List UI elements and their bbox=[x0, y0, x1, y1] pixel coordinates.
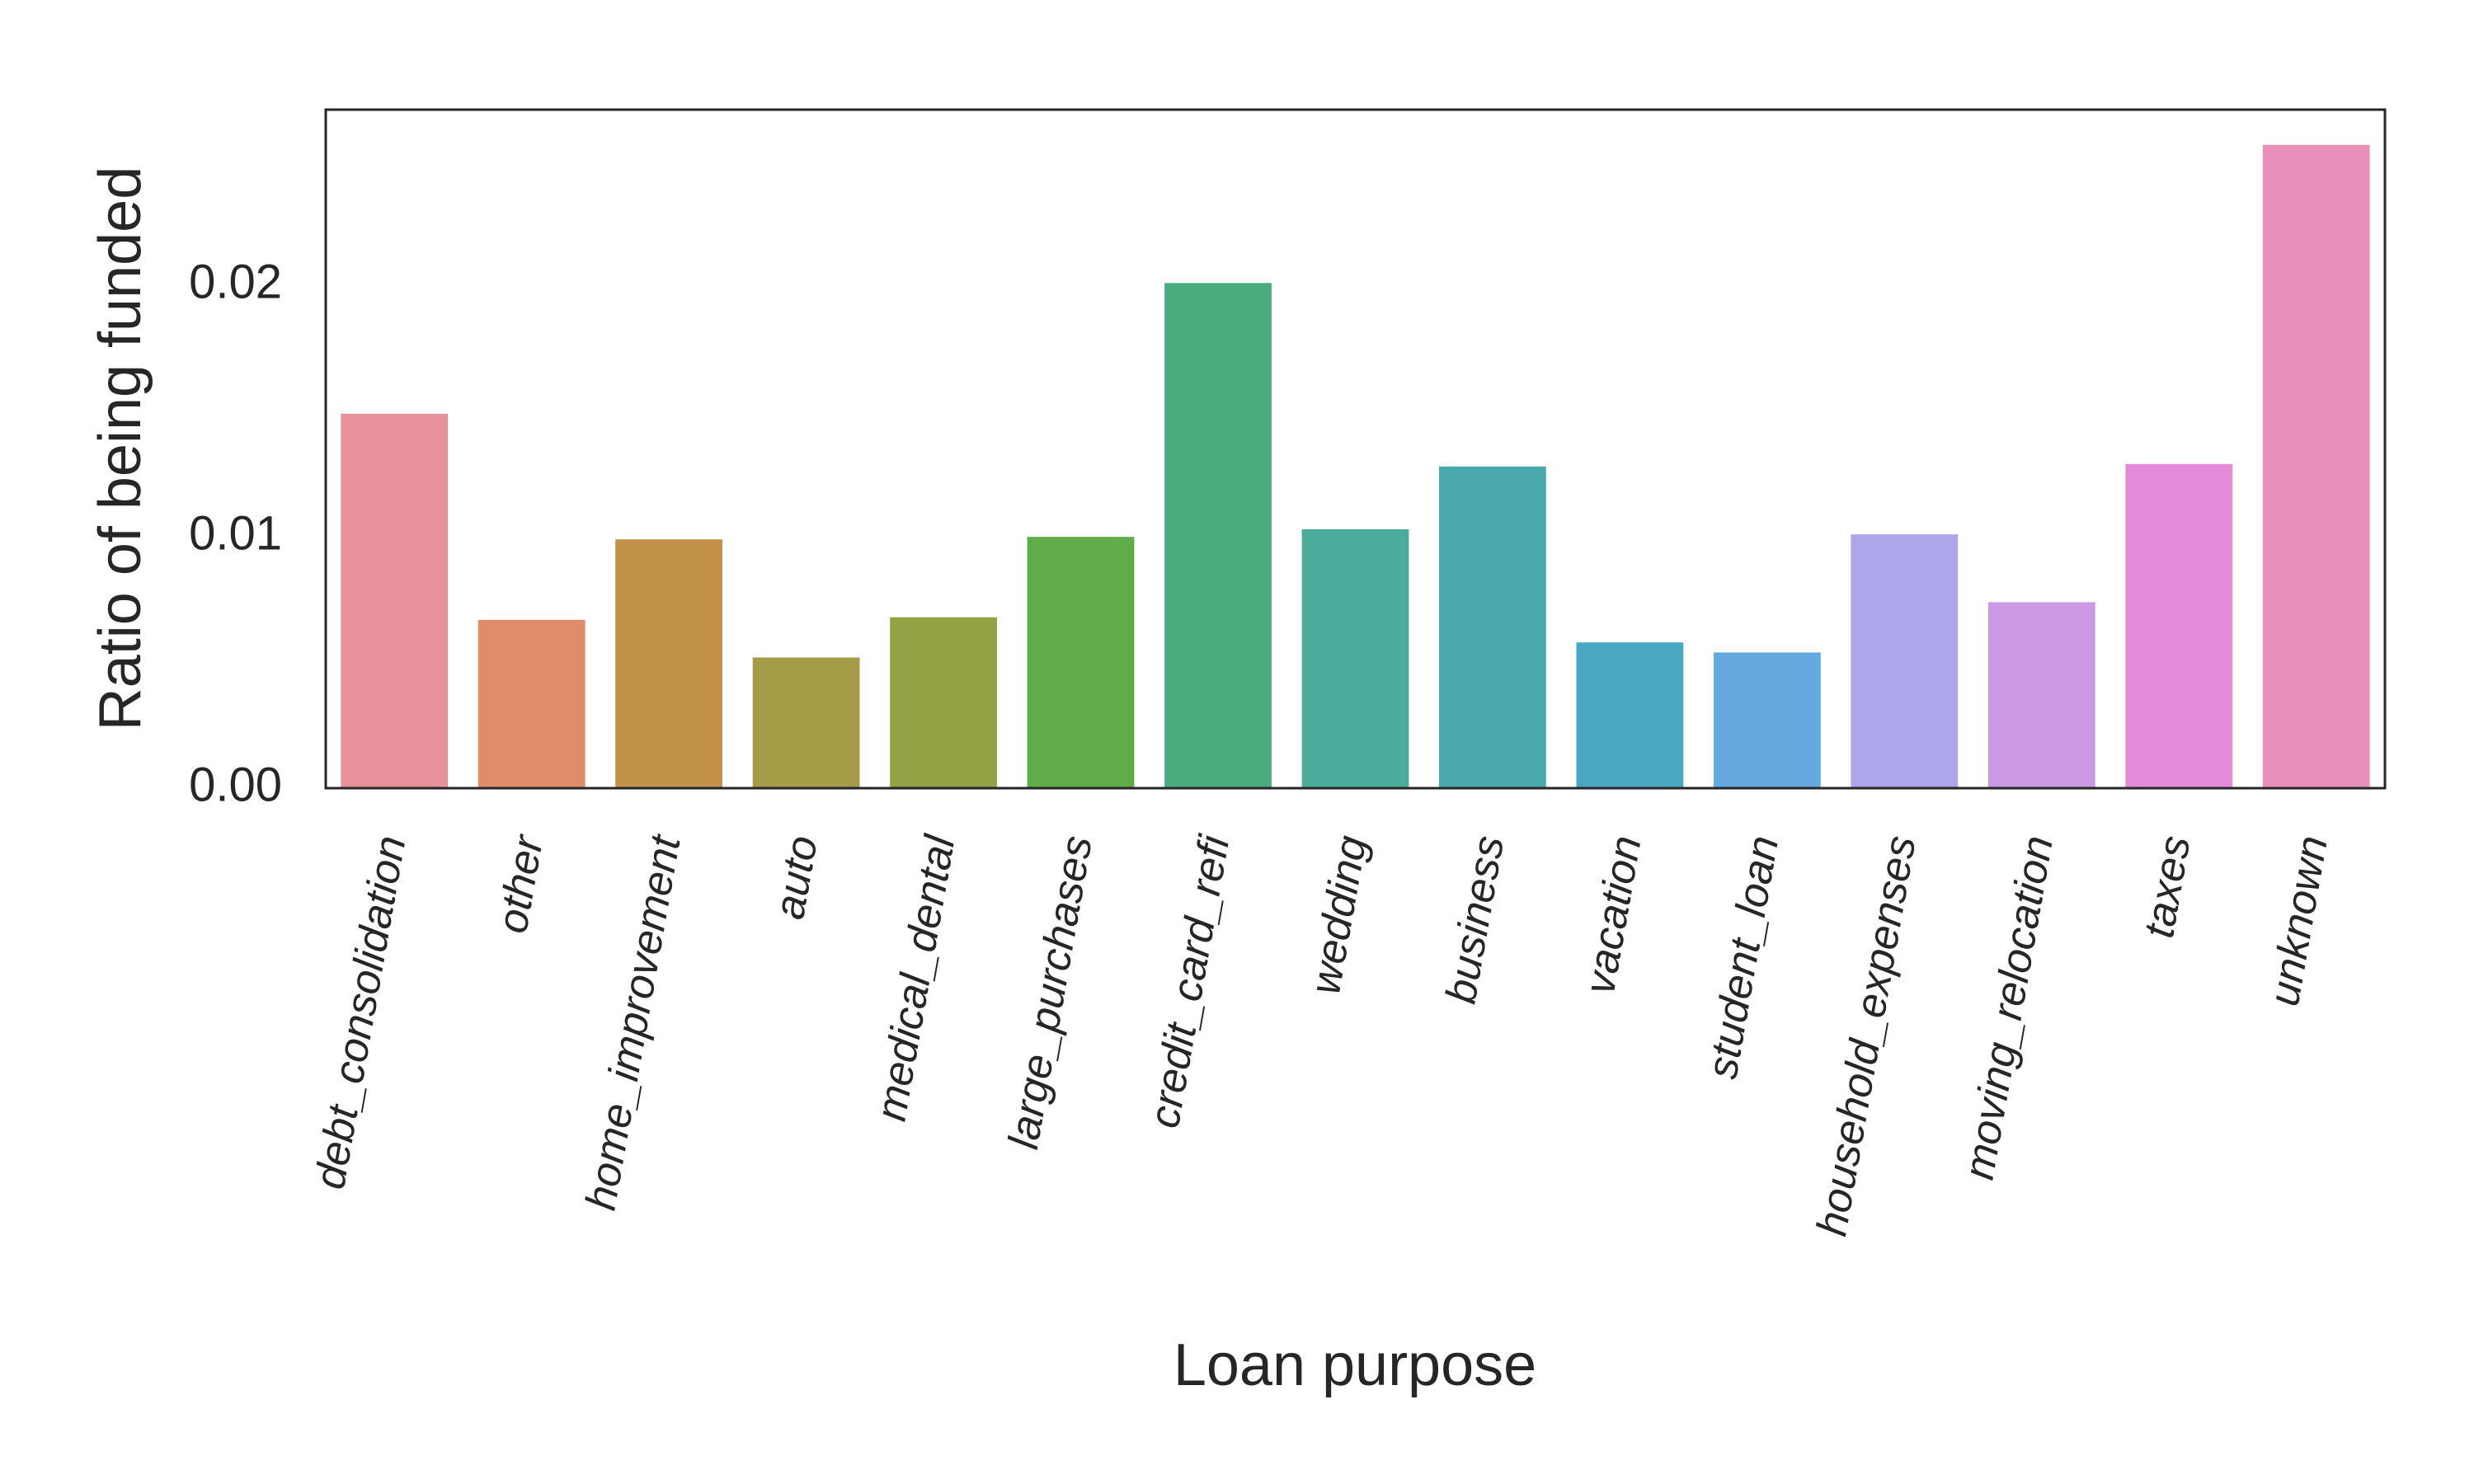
x-tick-label: large_purchases bbox=[999, 832, 1102, 1153]
bar-moving_relocation bbox=[1987, 602, 2095, 788]
bar-wedding bbox=[1301, 529, 1409, 788]
x-tick-label: home_improvement bbox=[577, 830, 690, 1214]
y-tick-label: 0.01 bbox=[189, 507, 282, 561]
bar-vacation bbox=[1576, 642, 1684, 788]
x-tick-label: unknown bbox=[2260, 832, 2337, 1009]
bar-auto bbox=[752, 657, 860, 788]
bar-unknown bbox=[2262, 144, 2370, 788]
y-tick-labels: 0.00 0.01 0.02 bbox=[189, 256, 282, 812]
bar-business bbox=[1439, 466, 1546, 788]
bar-other bbox=[477, 619, 586, 788]
x-tick-label: taxes bbox=[2135, 832, 2200, 941]
bar-home_improvement bbox=[615, 539, 722, 788]
x-tick-label: vacation bbox=[1576, 832, 1651, 998]
x-tick-label: debt_consolidation bbox=[306, 832, 415, 1192]
bar-credit_card_refi bbox=[1164, 283, 1272, 788]
x-tick-label: auto bbox=[765, 832, 827, 923]
x-tick-label: medical_dental bbox=[868, 831, 965, 1125]
bar-debt_consolidation bbox=[341, 413, 449, 788]
bar-large_purchases bbox=[1027, 537, 1135, 788]
bars-group bbox=[341, 144, 2370, 788]
y-tick-label: 0.02 bbox=[189, 256, 282, 309]
bar-student_loan bbox=[1714, 652, 1821, 788]
plot-frame bbox=[324, 108, 2387, 790]
bar-taxes bbox=[2125, 463, 2233, 788]
x-tick-label: credit_card_refi bbox=[1141, 831, 1239, 1131]
x-tick-label: student_loan bbox=[1698, 832, 1788, 1082]
x-tick-label: moving_relocation bbox=[1955, 832, 2062, 1183]
x-tick-label: household_expenses bbox=[1808, 832, 1925, 1239]
x-tick-label: wedding bbox=[1301, 832, 1376, 998]
y-tick-label: 0.00 bbox=[189, 758, 282, 811]
x-tick-labels: debt_consolidation other home_improvement a… bbox=[306, 830, 2337, 1240]
x-axis-title: Loan purpose bbox=[1174, 1332, 1536, 1398]
bar-household_expenses bbox=[1851, 534, 1959, 788]
x-tick-label: business bbox=[1437, 832, 1514, 1007]
x-tick-label: other bbox=[488, 830, 553, 937]
bar-medical_dental bbox=[890, 617, 997, 788]
y-axis-title: Ratio of being funded bbox=[87, 167, 153, 731]
